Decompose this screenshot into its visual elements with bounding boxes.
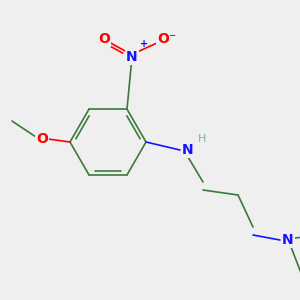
Text: +: + [140,39,148,49]
Text: N: N [126,50,138,64]
Text: O: O [36,132,48,146]
Text: N: N [182,143,194,157]
Text: O⁻: O⁻ [158,32,177,46]
Text: O: O [98,32,110,46]
Text: H: H [198,134,206,144]
Text: N: N [282,233,294,247]
